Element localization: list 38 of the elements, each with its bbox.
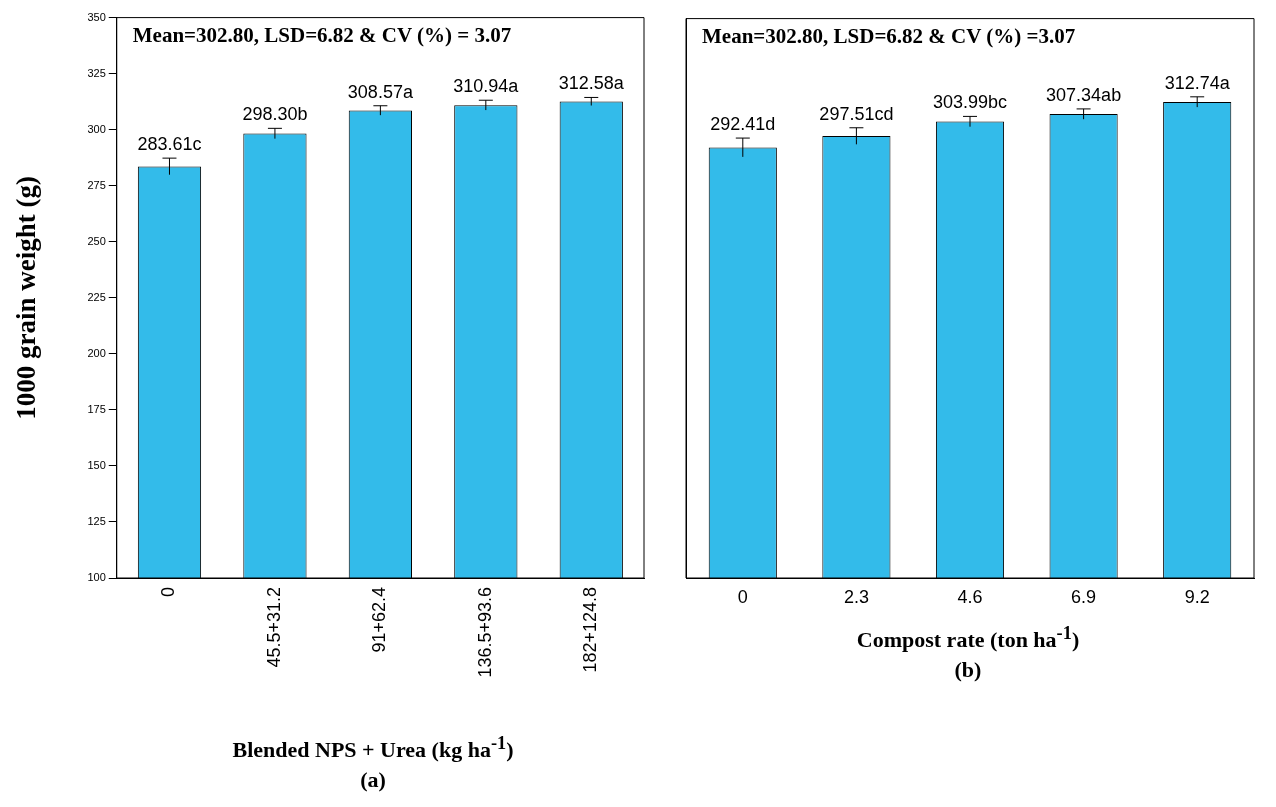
y-tick-label: 175 bbox=[87, 402, 106, 415]
x-tick-label: 0 bbox=[737, 586, 748, 607]
x-tick-label: 136.5+93.6 bbox=[474, 587, 495, 678]
data-label: 308.57a bbox=[347, 81, 414, 102]
data-label: 312.74a bbox=[1164, 72, 1231, 93]
data-label: 297.51cd bbox=[819, 103, 894, 124]
data-label: 303.99bc bbox=[932, 92, 1008, 113]
y-tick-label: 150 bbox=[87, 458, 106, 471]
data-label: 310.94a bbox=[453, 76, 520, 97]
x-tick-label: 2.3 bbox=[843, 586, 869, 607]
y-axis-title: 1000 grain weight (g) bbox=[11, 175, 42, 420]
x-tick-label: 182+124.8 bbox=[580, 587, 601, 673]
text: (b) bbox=[953, 656, 983, 685]
data-label: 283.61c bbox=[137, 134, 202, 155]
text: (a) bbox=[359, 766, 387, 795]
x-axis-title: Compost rate (ton ha$^{-1}$) bbox=[856, 622, 1080, 655]
annotation: Mean=302.80, LSD=6.82 & CV (%) = 3.07 bbox=[132, 22, 512, 47]
y-tick-label: 350 bbox=[87, 10, 106, 23]
data-label: 298.30b bbox=[242, 104, 308, 125]
y-tick-label: 275 bbox=[87, 178, 106, 191]
data-label: 307.34ab bbox=[1046, 84, 1122, 105]
x-axis-title: Blended NPS + Urea (kg ha$^{-1}$) bbox=[232, 732, 514, 765]
data-label: 312.58a bbox=[558, 73, 625, 94]
x-tick-label: 45.5+31.2 bbox=[263, 587, 284, 668]
x-tick-label: 4.6 bbox=[957, 586, 983, 607]
y-tick-label: 250 bbox=[87, 234, 106, 247]
x-tick-label: 91+62.4 bbox=[369, 587, 390, 653]
y-tick-label: 100 bbox=[87, 571, 106, 584]
y-tick-label: 325 bbox=[87, 66, 106, 79]
y-tick-label: 225 bbox=[87, 290, 106, 303]
y-tick-label: 125 bbox=[87, 514, 106, 527]
y-tick-label: 300 bbox=[87, 122, 106, 135]
x-tick-label: 6.9 bbox=[1071, 586, 1097, 607]
x-tick-label: 0 bbox=[158, 587, 179, 598]
data-label: 292.41d bbox=[710, 114, 776, 135]
y-tick-label: 200 bbox=[87, 346, 106, 359]
annotation: Mean=302.80, LSD=6.82 & CV (%) =3.07 bbox=[702, 23, 1076, 48]
x-tick-label: 9.2 bbox=[1184, 586, 1210, 607]
